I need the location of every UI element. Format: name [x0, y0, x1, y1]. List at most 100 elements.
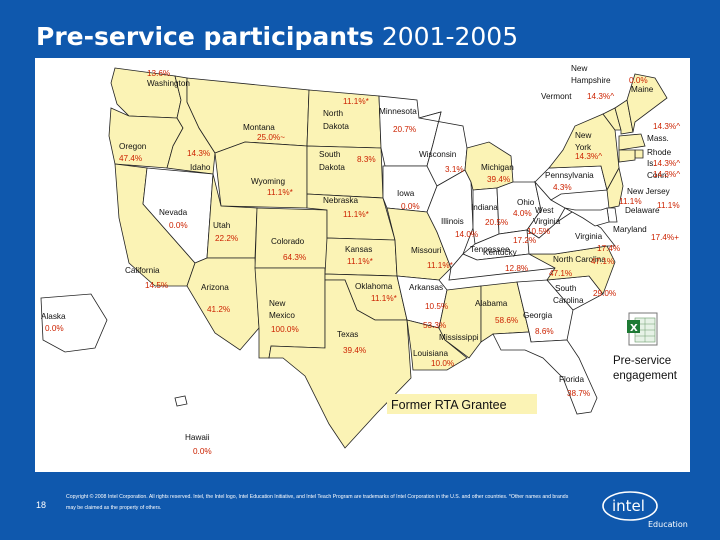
state-pct-arizona: 41.2% — [207, 305, 230, 314]
state-pct-iowa: 0.0% — [401, 202, 420, 211]
state-pct-texas: 39.4% — [343, 346, 366, 355]
state-label-indiana: Indiana — [471, 203, 498, 212]
state-label-illinois: Illinois — [441, 217, 464, 226]
state-rhode-is — [634, 149, 644, 159]
state-pct-utah: 22.2% — [215, 234, 238, 243]
intel-wordmark: intel — [612, 497, 645, 515]
title-years: 2001-2005 — [381, 22, 519, 51]
state-pct-oklahoma: 11.1%* — [371, 294, 398, 303]
state-label-south-dakota: South — [319, 150, 341, 159]
state-pct-wyoming: 11.1%* — [267, 188, 294, 197]
state-pct-illinois: 14.0% — [455, 230, 478, 239]
legend-rta-swatch — [387, 394, 537, 414]
state-label-montana: Montana — [243, 123, 275, 132]
state-pct-oregon: 47.4% — [119, 154, 142, 163]
state-label-utah: Utah — [213, 221, 231, 230]
state-label-north-carolina: North Carolina — [553, 255, 606, 264]
state-label-kansas: Kansas — [345, 245, 372, 254]
state-washington — [110, 67, 182, 119]
state-pct-vermont: 14.3%^ — [587, 92, 614, 101]
state-label-louisiana: Louisiana — [413, 349, 448, 358]
state-pct-kentucky: 17.2% — [513, 236, 536, 245]
state-label-new-jersey: New Jersey — [627, 187, 671, 196]
state-label-arkansas: Arkansas — [409, 283, 443, 292]
state-label-west-virginia: West — [535, 206, 554, 215]
state-pct-alabama: 58.6% — [495, 316, 518, 325]
state-label-oklahoma: Oklahoma — [355, 282, 393, 291]
spreadsheet-icon: X — [627, 312, 658, 346]
state-label-oregon: Oregon — [119, 142, 147, 151]
state-pct-idaho: 14.3% — [187, 149, 210, 158]
state-pct-mississippi: 53.3% — [423, 321, 446, 330]
state-label-rhode-is: Rhode — [647, 148, 672, 157]
title-bold: Pre-service participants — [36, 22, 374, 51]
state-label-north-dakota: North — [323, 109, 343, 118]
state-label-south-dakota: Dakota — [319, 163, 345, 172]
state-label-south-carolina: Carolina — [553, 296, 584, 305]
state-wyoming — [214, 141, 308, 209]
state-pct-south-dakota: 8.3% — [357, 155, 376, 164]
state-label-california: California — [125, 266, 160, 275]
state-pct-new-york: 14.3%^ — [575, 152, 602, 161]
state-pct-new-jersey: 11.1% — [657, 201, 680, 210]
state-pct-wisconsin: 3.1% — [445, 165, 464, 174]
state-label-alaska: Alaska — [41, 312, 66, 321]
state-label-new-hampshire: Hampshire — [571, 76, 611, 85]
state-pct-north-carolina: 47.1% — [591, 257, 614, 266]
state-alaska — [40, 293, 108, 353]
state-pct-west-virginia: 10.5% — [527, 227, 550, 236]
education-wordmark: Education — [648, 520, 688, 529]
state-label-conn: Conn. — [647, 171, 669, 180]
state-label-tennessee: Tennessee — [470, 245, 510, 254]
state-pct-minnesota: 20.7% — [393, 125, 416, 134]
state-label-maine: Maine — [631, 85, 654, 94]
state-label-new-mexico: New — [269, 299, 285, 308]
state-label-idaho: Idaho — [190, 163, 211, 172]
state-label-arizona: Arizona — [201, 283, 229, 292]
state-label-pennsylvania: Pennsylvania — [545, 171, 594, 180]
state-label-georgia: Georgia — [523, 311, 553, 320]
state-label-wisconsin: Wisconsin — [419, 150, 457, 159]
state-label-alabama: Alabama — [475, 299, 508, 308]
state-pct-new-mexico: 100.0% — [271, 325, 299, 334]
state-pct-louisiana: 10.0% — [431, 359, 454, 368]
state-label-west-virginia: Virginia — [533, 217, 561, 226]
state-pct-michigan: 39.4% — [487, 175, 510, 184]
state-pct-nebraska: 11.1%* — [343, 210, 370, 219]
us-map: Former RTA Grantee X Pre-service engagem… — [35, 58, 690, 472]
state-label-south-carolina: South — [555, 284, 577, 293]
state-label-new-york: York — [575, 143, 592, 152]
state-pct-new-jersey: 11.1% — [619, 197, 642, 206]
state-pct-virginia: 17.4% — [597, 244, 620, 253]
state-label-kentucky: Kentucky — [483, 248, 518, 257]
state-label-delaware: Delaware — [625, 206, 660, 215]
state-pct-rhode-is: 14.3%^ — [653, 159, 680, 168]
slide-title: Pre-service participants 2001-2005 — [36, 22, 518, 51]
slide-number: 18 — [36, 500, 47, 510]
state-label-michigan: Michigan — [481, 163, 514, 172]
state-maryland — [564, 207, 610, 227]
state-label-new-mexico: Mexico — [269, 311, 295, 320]
state-pct-arkansas: 10.5% — [425, 302, 448, 311]
state-label-virginia: Virginia — [575, 232, 603, 241]
state-pct-washington: 13.6% — [147, 69, 170, 78]
state-label-rhode-is: Is. — [647, 159, 656, 168]
state-mass — [618, 133, 646, 151]
state-pct-colorado: 64.3% — [283, 253, 306, 262]
copyright-text: Copyright © 2008 Intel Corporation. All … — [66, 494, 569, 511]
state-arizona — [186, 257, 260, 351]
legend-engagement-line1: Pre-service — [613, 355, 671, 367]
legend-rta-label: Former RTA Grantee — [391, 398, 507, 412]
intel-education-logo: intel Education — [602, 491, 688, 529]
state-pct-pennsylvania: 4.3% — [553, 183, 572, 192]
state-florida — [492, 331, 598, 415]
svg-text:X: X — [630, 323, 638, 334]
state-pct-north-dakota: 11.1%* — [343, 97, 370, 106]
state-label-vermont: Vermont — [541, 92, 572, 101]
state-hawaii — [174, 395, 188, 407]
state-label-minnesota: Minnesota — [379, 107, 417, 116]
state-label-maryland: Maryland — [613, 225, 647, 234]
state-pct-ohio: 4.0% — [513, 209, 532, 218]
state-pct-missouri: 11.1%* — [427, 261, 454, 270]
state-new-jersey — [606, 166, 624, 209]
